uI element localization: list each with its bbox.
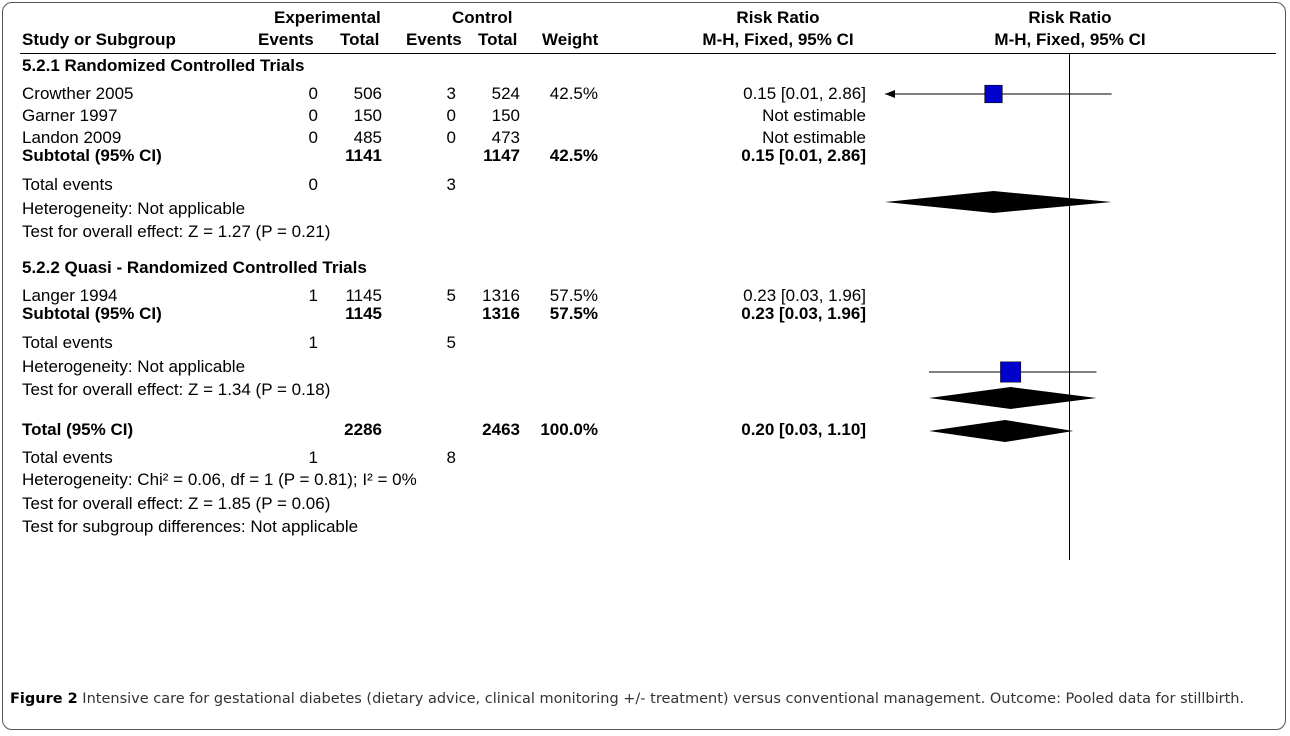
- study-c-events: 5: [446, 286, 456, 305]
- total-c-total: 2463: [482, 420, 520, 439]
- subtotal-c-total: 1316: [482, 304, 520, 323]
- pooled-diamond: [885, 191, 1112, 213]
- total-events-c: 5: [446, 333, 456, 352]
- study-name: Crowther 2005: [22, 84, 134, 103]
- study-name: Garner 1997: [22, 106, 118, 125]
- figure-caption: Figure 2 Intensive care for gestational …: [10, 689, 1280, 710]
- study-name: Langer 1994: [22, 286, 118, 305]
- pooled-diamond: [929, 387, 1097, 409]
- overall-effect-text: Test for overall effect: Z = 1.27 (P = 0…: [22, 222, 331, 241]
- caption-text: Intensive care for gestational diabetes …: [77, 691, 1245, 707]
- study-e-events: 0: [308, 84, 318, 103]
- subtotal-label: Subtotal (95% CI): [22, 146, 162, 165]
- heterogeneity-text: Heterogeneity: Not applicable: [22, 199, 246, 218]
- header-events-c: Events: [406, 30, 462, 49]
- study-c-total: 524: [491, 84, 520, 103]
- subgroup-diff-text: Test for subgroup differences: Not appli…: [22, 517, 359, 536]
- study-c-events: 3: [446, 84, 456, 103]
- study-e-total: 150: [353, 106, 382, 125]
- total-events-label: Total events: [22, 175, 113, 194]
- header-study: Study or Subgroup: [22, 30, 176, 49]
- header-control: Control: [452, 8, 513, 27]
- subtotal-c-total: 1147: [483, 146, 520, 165]
- header-events-e: Events: [258, 30, 314, 49]
- study-c-total: 150: [491, 106, 520, 125]
- total-events-e: 1: [308, 448, 318, 467]
- total-events-label: Total events: [22, 333, 113, 352]
- study-e-total: 506: [353, 84, 382, 103]
- forest-plot: 0.010.1110100Favours experimentalFavours…: [885, 53, 1112, 560]
- ci-arrow: [885, 90, 895, 98]
- header-method-right: M-H, Fixed, 95% CI: [994, 30, 1146, 49]
- study-ci: Not estimable: [762, 106, 866, 125]
- group-title: 5.2.2 Quasi - Randomized Controlled Tria…: [22, 258, 367, 277]
- study-e-events: 0: [308, 128, 318, 147]
- header-total-c: Total: [478, 30, 518, 49]
- caption-label: Figure 2: [10, 691, 78, 707]
- study-c-total: 1316: [482, 286, 520, 305]
- subtotal-ci: 0.23 [0.03, 1.96]: [741, 304, 866, 323]
- header-total-e: Total: [340, 30, 380, 49]
- total-events-e: 0: [308, 175, 318, 194]
- overall-effect-text: Test for overall effect: Z = 1.34 (P = 0…: [22, 380, 331, 399]
- study-weight: 42.5%: [549, 84, 598, 103]
- study-e-events: 0: [308, 106, 318, 125]
- subtotal-ci: 0.15 [0.01, 2.86]: [741, 146, 866, 165]
- study-e-events: 1: [308, 286, 318, 305]
- study-square: [984, 84, 1003, 104]
- subtotal-e-total: 1141: [345, 146, 382, 165]
- pooled-diamond: [929, 420, 1074, 442]
- subtotal-weight: 42.5%: [549, 146, 598, 165]
- total-events-c: 3: [446, 175, 456, 194]
- study-weight: 57.5%: [549, 286, 598, 305]
- total-events-label: Total events: [22, 448, 113, 467]
- header-risk-ratio-right: Risk Ratio: [1028, 8, 1112, 27]
- study-ci: 0.23 [0.03, 1.96]: [743, 286, 866, 305]
- header-experimental: Experimental: [274, 8, 381, 27]
- group-title: 5.2.1 Randomized Controlled Trials: [22, 56, 305, 75]
- study-c-events: 0: [446, 106, 456, 125]
- total-label: Total (95% CI): [22, 420, 134, 439]
- heterogeneity-text: Heterogeneity: Not applicable: [22, 357, 246, 376]
- study-e-total: 485: [353, 128, 382, 147]
- header-method-left: M-H, Fixed, 95% CI: [702, 30, 854, 49]
- header-divider: [20, 53, 1276, 54]
- study-square: [1000, 361, 1022, 383]
- header-weight: Weight: [542, 30, 599, 49]
- total-events-e: 1: [308, 333, 318, 352]
- heterogeneity-text: Heterogeneity: Chi² = 0.06, df = 1 (P = …: [22, 470, 417, 489]
- study-c-events: 0: [446, 128, 456, 147]
- study-name: Landon 2009: [22, 128, 122, 147]
- total-ci: 0.20 [0.03, 1.10]: [741, 420, 866, 439]
- total-e-total: 2286: [344, 420, 382, 439]
- subtotal-e-total: 1145: [345, 304, 382, 323]
- subtotal-weight: 57.5%: [549, 304, 598, 323]
- total-weight: 100.0%: [540, 420, 598, 439]
- header-risk-ratio-left: Risk Ratio: [736, 8, 820, 27]
- total-events-c: 8: [446, 448, 456, 467]
- study-e-total: 1145: [345, 286, 382, 305]
- study-c-total: 473: [491, 128, 520, 147]
- study-ci: 0.15 [0.01, 2.86]: [743, 84, 866, 103]
- overall-effect-text: Test for overall effect: Z = 1.85 (P = 0…: [22, 494, 331, 513]
- study-ci: Not estimable: [762, 128, 866, 147]
- subtotal-label: Subtotal (95% CI): [22, 304, 162, 323]
